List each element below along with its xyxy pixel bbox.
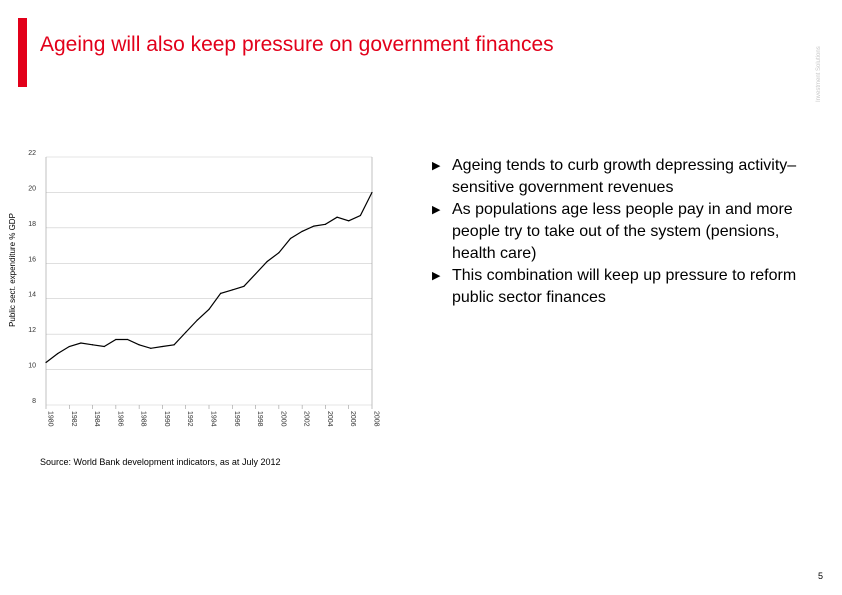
- data-point: [254, 273, 257, 275]
- x-tick-label: 1986: [116, 411, 123, 427]
- y-tick-label: 12: [28, 327, 36, 334]
- x-tick-label: 1988: [140, 411, 147, 427]
- data-point: [289, 237, 292, 240]
- data-point: [196, 319, 198, 321]
- data-point: [301, 230, 303, 232]
- y-tick-label: 8: [32, 398, 36, 405]
- bullet-item: ▶ Ageing tends to curb growth depressing …: [432, 155, 812, 199]
- data-point: [243, 285, 245, 287]
- x-tick-label: 1980: [47, 411, 54, 427]
- x-tick-label: 1998: [256, 411, 263, 427]
- bullet-arrow-icon: ▶: [432, 204, 441, 216]
- data-point: [266, 260, 268, 263]
- chart-series: [45, 191, 373, 364]
- data-point: [45, 361, 47, 364]
- data-point: [231, 289, 233, 291]
- y-tick-label: 20: [28, 185, 36, 192]
- x-tick-label: 1984: [93, 411, 100, 427]
- data-point: [91, 344, 94, 346]
- x-tick-label: 2004: [326, 411, 333, 427]
- y-tick-label: 14: [28, 292, 36, 299]
- series-line: [45, 192, 373, 363]
- accent-bar: [18, 18, 27, 87]
- data-point: [185, 331, 187, 333]
- source-note: Source: World Bank development indicator…: [40, 457, 281, 467]
- x-tick-label: 1990: [163, 411, 170, 427]
- x-tick-label: 2008: [373, 411, 380, 427]
- x-tick-label: 1996: [233, 411, 240, 427]
- bullet-item: ▶ As populations age less people pay in a…: [432, 199, 812, 265]
- data-point: [220, 292, 222, 294]
- y-tick-label: 18: [28, 221, 36, 228]
- y-tick-label: 16: [28, 256, 36, 263]
- x-tick-labels: 1980 1982 1984 1986 1988 1990 1992 1994 1996 1998…: [47, 411, 380, 427]
- y-tick-labels: 8 10 12 14 16 18 20 22: [28, 150, 36, 405]
- bullet-arrow-icon: ▶: [432, 160, 441, 172]
- data-point: [371, 191, 373, 194]
- data-point: [161, 345, 164, 348]
- data-point: [57, 353, 59, 355]
- vertical-side-label: Investment Solutions: [816, 46, 822, 102]
- x-tick-label: 2000: [279, 411, 286, 427]
- data-point: [324, 223, 327, 225]
- data-point: [336, 216, 338, 218]
- bullet-text: This combination will keep up pressure t…: [452, 267, 797, 306]
- x-tick-label: 1994: [210, 411, 217, 427]
- y-axis-label: Public sect. expenditure % GDP: [8, 213, 17, 327]
- data-point: [138, 344, 140, 346]
- data-point: [208, 308, 210, 310]
- y-tick-label: 22: [28, 150, 36, 157]
- data-point: [313, 225, 315, 227]
- x-tick-label: 1982: [70, 411, 77, 427]
- y-tick-label: 10: [28, 363, 36, 370]
- data-point: [80, 342, 82, 344]
- x-tick-label: 2006: [349, 411, 356, 427]
- data-point: [68, 345, 70, 348]
- data-point: [173, 344, 175, 346]
- page-title: Ageing will also keep pressure on govern…: [40, 33, 554, 56]
- bullet-text: As populations age less people pay in an…: [452, 201, 793, 262]
- x-tick-label: 1992: [186, 411, 193, 427]
- bullet-text: Ageing tends to curb growth depressing a…: [452, 157, 797, 196]
- page-number: 5: [818, 571, 824, 581]
- data-point: [103, 345, 105, 348]
- data-point: [126, 338, 129, 341]
- bullet-list: ▶ Ageing tends to curb growth depressing …: [432, 155, 812, 309]
- line-chart: 8 10 12 14 16 18 20 22 1980 1982 1984 1986 1988 1990…: [8, 150, 380, 427]
- data-point: [348, 220, 350, 222]
- data-point: [150, 347, 152, 349]
- x-tick-label: 2002: [303, 411, 310, 427]
- chart-grid: [45, 156, 373, 409]
- bullet-arrow-icon: ▶: [432, 270, 441, 282]
- data-point: [115, 338, 117, 341]
- data-point: [359, 214, 361, 217]
- bullet-item: ▶ This combination will keep up pressure …: [432, 265, 812, 309]
- data-point: [278, 252, 280, 254]
